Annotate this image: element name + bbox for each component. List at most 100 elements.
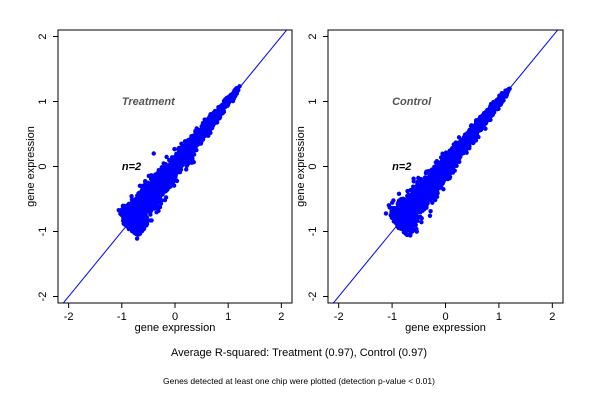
data-point [134, 236, 140, 241]
data-point [390, 200, 395, 205]
data-point [430, 200, 435, 205]
data-point [195, 129, 201, 134]
data-point [158, 201, 164, 206]
data-point [137, 183, 143, 189]
data-point [163, 162, 168, 167]
y-tick-label: -1 [37, 227, 49, 237]
y-tick-label: 2 [37, 33, 49, 39]
x-axis-label: gene expression [135, 322, 216, 334]
data-point [181, 147, 186, 153]
data-point [151, 174, 157, 179]
data-point [129, 194, 134, 199]
data-point [168, 161, 174, 166]
data-point [148, 182, 153, 188]
data-point [133, 231, 139, 237]
data-point [141, 201, 146, 206]
data-point [162, 166, 168, 171]
identity-line [62, 30, 288, 303]
data-point [408, 233, 413, 238]
data-point [194, 147, 199, 153]
data-point [139, 206, 145, 211]
data-point [396, 200, 401, 205]
x-tick-label: -2 [64, 311, 74, 323]
data-point [174, 178, 180, 184]
data-point [138, 222, 144, 227]
data-point [153, 179, 159, 184]
data-point [204, 122, 210, 127]
data-point [189, 142, 194, 148]
x-tick-label: 2 [278, 311, 284, 323]
data-point [141, 210, 146, 215]
data-point [183, 143, 189, 149]
y-axis-label: gene expression [25, 126, 37, 207]
data-point [447, 176, 452, 181]
data-point [145, 205, 150, 211]
data-point [131, 226, 137, 231]
data-point [165, 187, 170, 192]
data-point [428, 209, 433, 214]
data-point [164, 154, 169, 160]
data-point [462, 134, 468, 140]
data-point [435, 163, 441, 169]
sample-count-label: n=2 [122, 161, 141, 173]
data-point [149, 218, 154, 223]
data-point [140, 189, 145, 194]
data-point [218, 112, 223, 117]
data-point [411, 179, 416, 184]
outlier-point [151, 151, 156, 156]
data-point [168, 181, 173, 187]
x-tick-label: 1 [225, 311, 231, 323]
data-point [183, 158, 188, 163]
x-tick-label: 0 [172, 311, 178, 323]
data-point [188, 138, 193, 143]
data-point [200, 120, 206, 126]
data-point [160, 173, 166, 178]
data-point [148, 212, 153, 217]
data-point [136, 217, 142, 223]
data-point [395, 204, 401, 209]
data-point [134, 196, 139, 202]
data-point [146, 187, 152, 192]
data-point [173, 170, 178, 175]
data-point [164, 182, 169, 187]
data-point [131, 218, 137, 223]
data-point [441, 187, 446, 192]
data-point [133, 206, 138, 212]
data-point [127, 207, 133, 213]
data-point [396, 191, 402, 197]
data-point [188, 158, 193, 163]
data-point [146, 173, 152, 179]
data-point [129, 202, 134, 208]
data-point [398, 196, 404, 202]
data-point [427, 213, 433, 218]
data-point [154, 210, 159, 215]
data-point [434, 191, 439, 196]
data-point [180, 158, 185, 164]
data-point [125, 203, 130, 208]
data-point [150, 198, 155, 203]
data-point [140, 228, 145, 234]
data-point [450, 149, 456, 154]
data-point [179, 141, 184, 146]
data-point [169, 174, 175, 180]
data-point [172, 146, 177, 152]
data-point [405, 188, 410, 194]
data-point [156, 204, 161, 209]
data-point [142, 183, 147, 188]
data-point [177, 168, 182, 173]
data-point [155, 191, 161, 197]
data-point [386, 203, 392, 208]
data-point [131, 223, 137, 228]
data-point [434, 159, 440, 164]
data-point [172, 155, 178, 160]
data-point [237, 84, 242, 89]
data-point [411, 187, 416, 193]
data-point [155, 174, 161, 179]
data-point [147, 201, 153, 206]
data-point [151, 202, 156, 207]
data-point [184, 167, 189, 172]
data-point [160, 184, 165, 189]
